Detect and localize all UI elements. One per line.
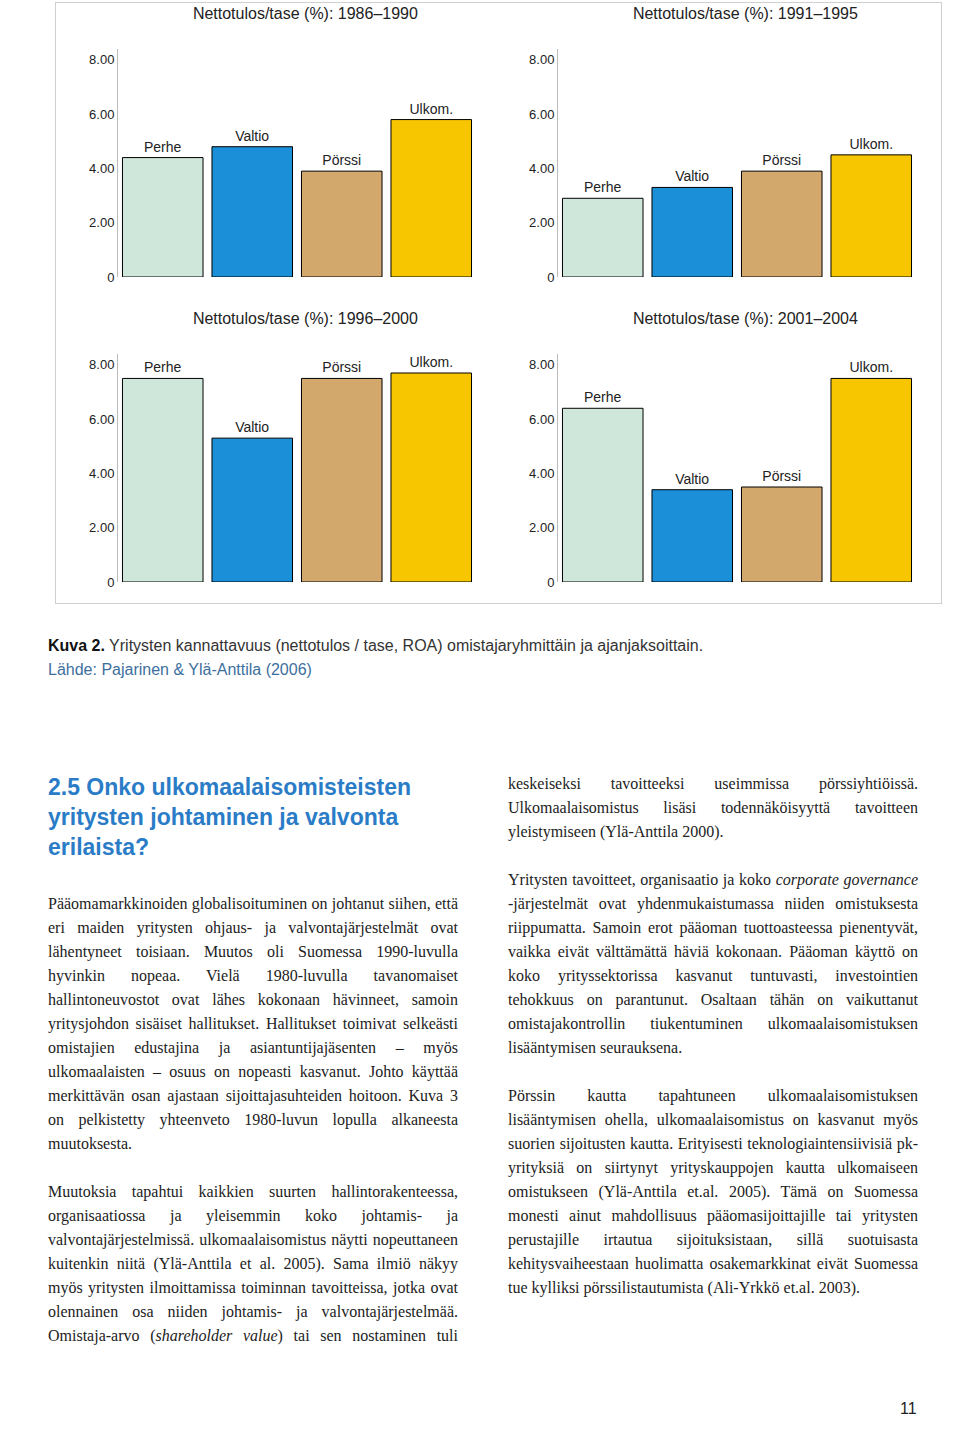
svg-text:8.00: 8.00: [529, 357, 554, 372]
svg-text:Ulkom.: Ulkom.: [409, 101, 453, 117]
svg-text:2.00: 2.00: [89, 215, 114, 230]
svg-text:Perhe: Perhe: [144, 139, 182, 155]
svg-text:2.00: 2.00: [529, 520, 554, 535]
svg-text:6.00: 6.00: [529, 107, 554, 122]
svg-text:8.00: 8.00: [89, 52, 114, 67]
svg-text:6.00: 6.00: [89, 107, 114, 122]
svg-text:Valtio: Valtio: [235, 419, 269, 435]
html-text:Kuva 2. Yritysten kannattavuus: Kuva 2. Yritysten kannattavuus (nettotul…: [48, 637, 704, 654]
svg-text:4.00: 4.00: [529, 466, 554, 481]
html-text:11: 11: [900, 1400, 917, 1417]
svg-text:8.00: 8.00: [89, 357, 114, 372]
svg-text:4.00: 4.00: [89, 161, 114, 176]
svg-text:0: 0: [547, 270, 554, 285]
svg-text:Valtio: Valtio: [675, 168, 709, 184]
svg-text:Nettotulos/tase (%): 1991–1995: Nettotulos/tase (%): 1991–1995: [633, 5, 858, 22]
svg-text:0: 0: [547, 575, 554, 590]
svg-text:Perhe: Perhe: [584, 179, 622, 195]
svg-text:4.00: 4.00: [529, 161, 554, 176]
svg-text:Nettotulos/tase (%): 2001–2004: Nettotulos/tase (%): 2001–2004: [633, 310, 858, 327]
svg-text:4.00: 4.00: [89, 466, 114, 481]
svg-text:Pörssi: Pörssi: [322, 152, 361, 168]
svg-text:Perhe: Perhe: [144, 359, 182, 375]
svg-text:Nettotulos/tase (%): 1986–1990: Nettotulos/tase (%): 1986–1990: [193, 5, 418, 22]
html-text:-järjestelmät ovat yhdenmukais: -järjestelmät ovat yhdenmukaistumassa ni…: [508, 895, 918, 1056]
html-text:Pörssin kautta tapahtuneen ulk: Pörssin kautta tapahtuneen ulkomaalaisom…: [508, 1087, 918, 1296]
svg-text:Nettotulos/tase (%): 1996–2000: Nettotulos/tase (%): 1996–2000: [193, 310, 418, 327]
svg-text:Pörssi: Pörssi: [322, 359, 361, 375]
svg-text:Ulkom.: Ulkom.: [849, 359, 893, 375]
svg-text:6.00: 6.00: [529, 412, 554, 427]
html-text:Yritysten tavoitteet, organisa: Yritysten tavoitteet, organisaatio ja ko…: [508, 871, 918, 888]
html-text:Pääomamarkkinoiden globalisoit: Pääomamarkkinoiden globalisoituminen on …: [48, 895, 458, 1152]
svg-text:Pörssi: Pörssi: [762, 468, 801, 484]
svg-text:0: 0: [107, 575, 114, 590]
html-text:Muutoksia tapahtui kaikkien su: Muutoksia tapahtui kaikkien suurten hall…: [48, 775, 918, 1344]
svg-text:2.00: 2.00: [89, 520, 114, 535]
html-text:Lähde: Pajarinen & Ylä-Anttila: Lähde: Pajarinen & Ylä-Anttila (2006): [48, 661, 312, 678]
svg-text:2.00: 2.00: [529, 215, 554, 230]
svg-text:6.00: 6.00: [89, 412, 114, 427]
svg-text:Pörssi: Pörssi: [762, 152, 801, 168]
svg-text:8.00: 8.00: [529, 52, 554, 67]
svg-text:Perhe: Perhe: [584, 389, 622, 405]
html-text:2.5 Onko ulkomaalaisomisteiste: 2.5 Onko ulkomaalaisomisteisten yrityste…: [48, 774, 411, 860]
svg-text:0: 0: [107, 270, 114, 285]
svg-text:Valtio: Valtio: [675, 471, 709, 487]
svg-text:Valtio: Valtio: [235, 128, 269, 144]
svg-text:Ulkom.: Ulkom.: [409, 354, 453, 370]
svg-text:Ulkom.: Ulkom.: [849, 136, 893, 152]
